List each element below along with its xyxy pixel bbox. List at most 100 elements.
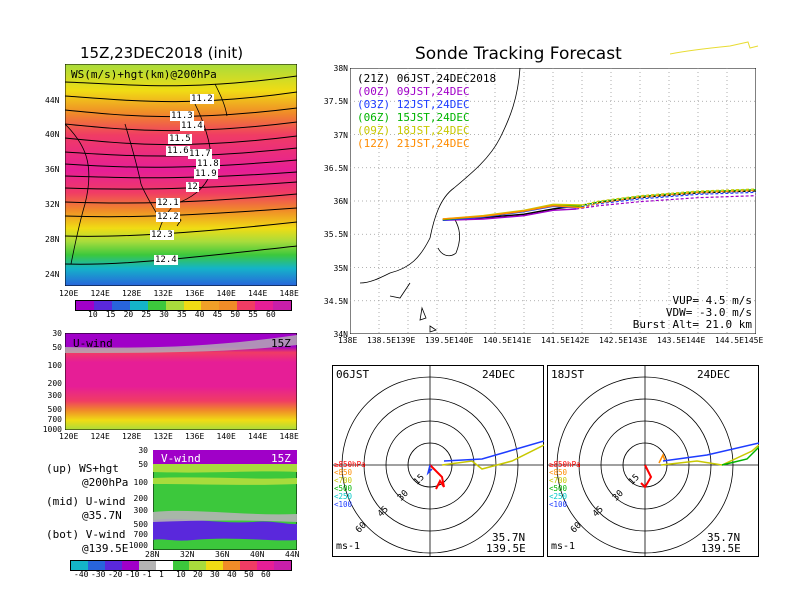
map-lat-tick: 40N: [45, 130, 60, 139]
colorbar-tick: 30: [159, 310, 169, 319]
track-lon-tick: 140E: [454, 336, 474, 345]
hodo-unit: ms-1: [551, 541, 576, 552]
v-p-tick: 300: [133, 506, 148, 515]
v-lat-tick: 28N: [145, 550, 160, 559]
track-lon-tick: 138.5E: [367, 336, 396, 345]
u-lon-tick: 140E: [216, 432, 236, 441]
v-colorbar-tick: 30: [210, 570, 220, 579]
track-lat-tick: 35N: [333, 263, 348, 273]
track-series-solid: [442, 204, 583, 220]
track-legend-entry: (12Z) 21JST,24DEC: [357, 137, 470, 150]
track-lat-tick: 35.5N: [323, 230, 348, 240]
contour-label: 11.7: [188, 149, 212, 159]
v-p-tick: 100: [133, 478, 148, 487]
track-lon-tick: 138E: [338, 336, 358, 345]
desc-up2: @200hPa: [82, 476, 129, 489]
hodo-level-legend: <100: [549, 500, 568, 509]
contour-label: 12.2: [156, 212, 180, 222]
v-colorbar-tick: 20: [193, 570, 203, 579]
u-p-tick: 500: [47, 405, 62, 414]
desc-up: (up) WS+hgt: [46, 462, 119, 475]
track-lat-tick: 37N: [333, 130, 348, 140]
colorbar-tick: 20: [123, 310, 134, 319]
track-legend-entry: (06Z) 15JST,24DEC: [357, 111, 470, 124]
desc-mid2: @35.7N: [82, 509, 122, 522]
contour-label: 12.3: [150, 230, 174, 240]
hodograph-18jst: 18JST 24DEC ms-1 35.7N 139.5E 15 30 45 60 ≥850hPa…: [547, 365, 760, 557]
map-lon-tick: 124E: [90, 289, 110, 298]
colorbar-tick: 10: [88, 310, 98, 319]
panel-description: (up) WS+hgt @200hPa (mid) U-wind @35.7N …: [46, 462, 128, 556]
hodo-lat: 35.7N: [492, 531, 526, 544]
right-title: Sonde Tracking Forecast: [415, 44, 622, 64]
map-lon-tick: 140E: [216, 289, 236, 298]
track-lon-tick: 143.5E: [657, 336, 686, 345]
vup-text: VUP= 4.5 m/s: [672, 294, 752, 307]
map-lon-tick: 148E: [279, 289, 299, 298]
contour-label: 12.4: [154, 255, 178, 265]
contour-label: 11.2: [190, 94, 214, 104]
track-legend-entry: (00Z) 09JST,24DEC: [357, 85, 470, 98]
hodo-level-legend: <100: [334, 500, 353, 509]
hodo-level-legend: <500: [334, 484, 353, 493]
u-p-tick: 300: [47, 391, 62, 400]
track-lon-tick: 139.5E: [425, 336, 454, 345]
map-field-label: WS(m/s)+hgt(km)@200hPa: [71, 68, 217, 81]
hodo-time: 06JST: [336, 368, 370, 381]
track-coastline: [359, 68, 521, 333]
v-p-tick: 500: [133, 520, 148, 529]
track-lat-tick: 36.5N: [323, 163, 348, 173]
u-lon-tick: 136E: [185, 432, 205, 441]
u-lon-tick: 132E: [153, 432, 173, 441]
hodo-lat: 35.7N: [707, 531, 741, 544]
colorbar-tick: 40: [194, 310, 205, 319]
track-legend-entry: (03Z) 12JST,24DEC: [357, 98, 470, 111]
map-lat-tick: 32N: [45, 200, 60, 209]
map-lon-tick: 136E: [185, 289, 205, 298]
v-colorbar-tick: -20: [108, 570, 123, 579]
track-lon-tick: 141E: [512, 336, 532, 345]
track-lon-tick: 142.5E: [599, 336, 628, 345]
hodo-date: 24DEC: [482, 368, 516, 381]
contour-label: 12.1: [156, 198, 180, 208]
track-lat-tick: 34.5N: [323, 296, 348, 306]
track-series-solid: [442, 208, 577, 222]
u-lon-tick: 120E: [59, 432, 79, 441]
track-lon-tick: 143E: [628, 336, 648, 345]
track-legend-entry: (09Z) 18JST,24DEC: [357, 124, 470, 137]
u-p-tick: 30: [52, 329, 62, 338]
hodograph-06jst: 06JST 24DEC ms-1 35.7N 139.5E 15 30 45 60 ≥850hPa…: [332, 365, 545, 557]
v-lat-tick: 36N: [215, 550, 230, 559]
desc-bot: (bot) V-wind: [46, 528, 126, 541]
v-p-tick: 700: [133, 530, 148, 539]
contour-label: 11.5: [168, 134, 192, 144]
track-lat-tick: 37.5N: [323, 97, 348, 107]
u-p-tick: 50: [52, 343, 62, 352]
u-wind-time: 15Z: [271, 337, 291, 350]
colorbar-tick: 50: [230, 310, 241, 319]
v-p-tick: 1000: [128, 541, 148, 550]
v-lat-tick: 44N: [285, 550, 300, 559]
v-colorbar-tick: -30: [91, 570, 106, 579]
v-p-tick: 200: [133, 494, 148, 503]
u-lon-tick: 148E: [279, 432, 299, 441]
hodo-unit: ms-1: [336, 541, 361, 552]
track-panel: [350, 68, 756, 334]
contour-label: 12: [186, 182, 199, 192]
track-lines: [442, 188, 756, 222]
track-series-dashed: [576, 195, 756, 210]
desc-bot2: @139.5E: [82, 542, 129, 555]
v-colorbar-tick: -10: [125, 570, 140, 579]
v-p-tick: 50: [138, 460, 148, 469]
contour-label: 11.3: [170, 111, 194, 121]
track-lon-tick: 141.5E: [541, 336, 570, 345]
sonde-params: VUP= 4.5 m/s VDW= -3.0 m/s Burst Alt= 21…: [633, 295, 752, 331]
colorbar-tick: 25: [141, 310, 152, 319]
colorbar-tick: 60: [266, 310, 276, 319]
hodo-level-legend: <850: [334, 468, 353, 477]
hodo-level-legend: <700: [549, 476, 568, 485]
track-lon-tick: 145E: [744, 336, 764, 345]
v-colorbar: [70, 560, 292, 571]
v-p-tick: 30: [138, 446, 148, 455]
